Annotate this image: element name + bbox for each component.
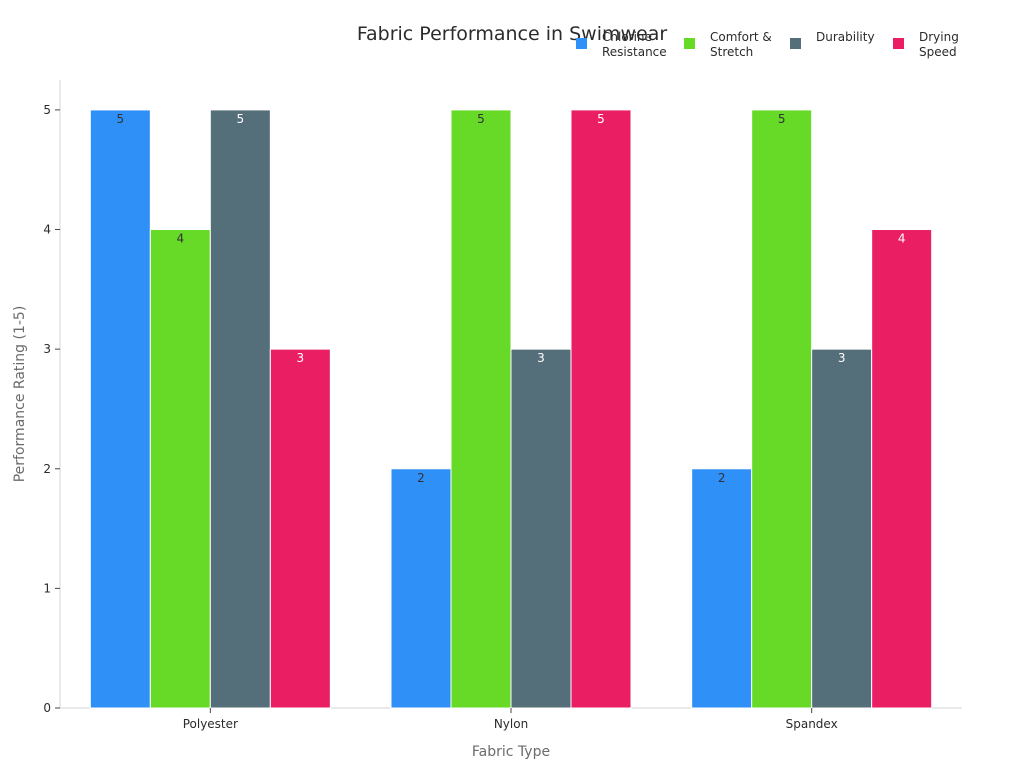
bar-nylon-chlorine-resistance: [390, 468, 452, 709]
data-label-nylon-drying-speed: 5: [597, 112, 605, 126]
bar-polyester-chlorine-resistance: [89, 109, 151, 709]
data-label-polyester-drying-speed: 3: [297, 351, 305, 365]
legend-swatch: [893, 38, 904, 49]
data-label-spandex-durability: 3: [838, 351, 846, 365]
y-axis-title: Performance Rating (1-5): [12, 306, 28, 483]
x-tick-label-spandex: Spandex: [786, 717, 838, 731]
bars: [89, 109, 933, 709]
bar-polyester-drying-speed: [269, 348, 331, 709]
legend-label: Durability: [816, 30, 875, 44]
bar-spandex-durability: [811, 348, 873, 709]
data-label-spandex-drying-speed: 4: [898, 232, 906, 246]
data-label-nylon-durability: 3: [537, 351, 545, 365]
bar-polyester-durability: [209, 109, 271, 709]
legend-item-durability: Durability: [790, 30, 875, 49]
bar-spandex-comfort-stretch: [751, 109, 813, 709]
bar-nylon-comfort-stretch: [450, 109, 512, 709]
data-label-nylon-chlorine-resistance: 2: [417, 471, 425, 485]
bar-polyester-comfort-stretch: [149, 229, 211, 709]
legend-item-comfort-stretch: Comfort & Stretch: [684, 30, 772, 59]
data-label-polyester-chlorine-resistance: 5: [117, 112, 125, 126]
legend-swatch: [790, 38, 801, 49]
bar-nylon-drying-speed: [570, 109, 632, 709]
x-axis-title: Fabric Type: [472, 744, 550, 760]
y-tick-label: 1: [43, 581, 51, 595]
legend-swatch: [684, 38, 695, 49]
data-label-spandex-comfort-stretch: 5: [778, 112, 786, 126]
chart-title: Fabric Performance in Swimwear: [357, 23, 668, 45]
y-tick-label: 2: [43, 462, 51, 476]
ticks: 0 1 2 3 4 5 Polyester Nylon Spandex: [43, 103, 837, 731]
x-tick-label-nylon: Nylon: [494, 717, 528, 731]
legend-item-chlorine-resistance: Chlorine Resistance: [576, 30, 667, 59]
data-label-polyester-comfort-stretch: 4: [177, 232, 185, 246]
legend-label: Chlorine Resistance: [602, 30, 667, 59]
data-label-nylon-comfort-stretch: 5: [477, 112, 485, 126]
bar-spandex-chlorine-resistance: [691, 468, 753, 709]
legend-label: Drying Speed: [919, 30, 959, 59]
legend-item-drying-speed: Drying Speed: [893, 30, 959, 59]
y-tick-label: 3: [43, 342, 51, 356]
x-tick-label-polyester: Polyester: [183, 717, 238, 731]
data-label-polyester-durability: 5: [237, 112, 245, 126]
data-labels: 5 4 5 3 2 5 3 5 2 5 3 4: [117, 112, 906, 485]
y-tick-label: 4: [43, 223, 51, 237]
bar-nylon-durability: [510, 348, 572, 709]
legend-label: Comfort & Stretch: [710, 30, 772, 59]
data-label-spandex-chlorine-resistance: 2: [718, 471, 726, 485]
bar-spandex-drying-speed: [871, 229, 933, 709]
legend-swatch: [576, 38, 587, 49]
legend: Chlorine Resistance Comfort & Stretch Durabi…: [576, 30, 959, 59]
y-tick-label: 5: [43, 103, 51, 117]
y-tick-label: 0: [43, 701, 51, 715]
